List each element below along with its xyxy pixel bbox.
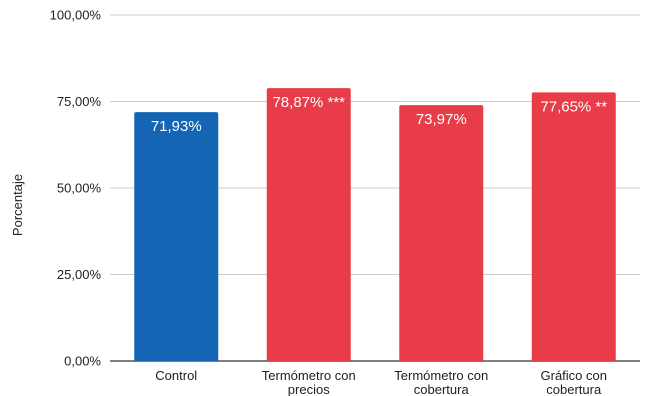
x-category-label: precios xyxy=(288,382,330,396)
data-label: 73,97% xyxy=(416,111,467,128)
x-category-label: Termómetro con xyxy=(394,368,488,383)
y-axis-ticks: 0,00% 25,00% 50,00% 75,00% 100,00% xyxy=(50,8,102,369)
bar xyxy=(531,92,616,362)
y-tick-label: 50,00% xyxy=(57,181,102,196)
data-labels: 71,93% 78,87% *** 73,97% 77,65% ** xyxy=(151,94,607,135)
x-category-label: cobertura xyxy=(414,382,470,396)
bar xyxy=(399,105,484,361)
x-category-label: cobertura xyxy=(546,382,602,396)
y-tick-label: 75,00% xyxy=(57,94,102,109)
bars xyxy=(134,88,616,362)
y-axis-label: Porcentaje xyxy=(10,174,25,236)
y-tick-label: 25,00% xyxy=(57,267,102,282)
data-label: 78,87% *** xyxy=(272,94,345,111)
x-category-label: Termómetro con xyxy=(262,368,356,383)
data-label: 71,93% xyxy=(151,118,202,135)
y-tick-label: 0,00% xyxy=(64,354,101,369)
bar xyxy=(266,88,351,361)
x-category-label: Gráfico con xyxy=(541,368,607,383)
bar xyxy=(134,112,219,362)
x-category-label: Control xyxy=(155,368,197,383)
y-tick-label: 100,00% xyxy=(50,8,102,23)
data-label: 77,65% ** xyxy=(540,98,607,115)
